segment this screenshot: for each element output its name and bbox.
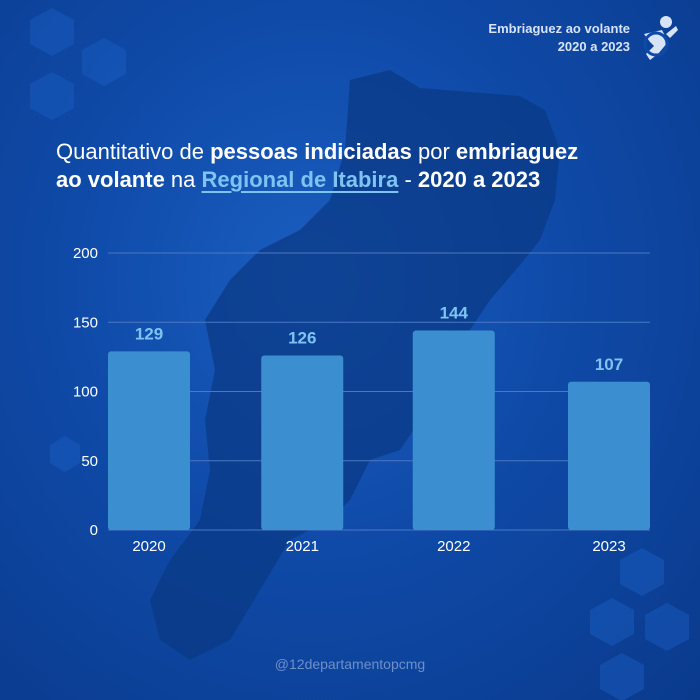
title-part: Quantitativo de (56, 139, 211, 164)
data-label: 126 (288, 328, 316, 347)
chart-title: Quantitativo de pessoas indiciadas por e… (56, 138, 676, 194)
title-part-bold: pessoas indiciadas (210, 139, 412, 164)
topic-badge: Embriaguez ao volante 2020 a 2023 (488, 20, 630, 56)
y-tick-label: 50 (81, 453, 98, 470)
data-label: 129 (135, 324, 163, 343)
badge-line-2: 2020 a 2023 (557, 39, 630, 54)
bar (412, 330, 495, 530)
hexagon-pattern-icon (30, 8, 689, 700)
title-part: na (164, 167, 202, 192)
title-part-bold: ao volante (56, 167, 165, 192)
y-tick-label: 0 (90, 522, 98, 539)
bar (568, 381, 650, 530)
y-tick-label: 200 (73, 245, 98, 262)
y-tick-label: 150 (73, 314, 98, 331)
title-part-bold: embriaguez (455, 139, 579, 164)
state-map-silhouette-icon (150, 70, 560, 660)
bar (108, 351, 190, 530)
badge-line-1: Embriaguez ao volante (488, 21, 630, 36)
x-tick-label: 2023 (592, 538, 625, 555)
title-part: - (398, 167, 418, 192)
bar (261, 355, 344, 530)
data-label: 144 (440, 304, 469, 323)
drunk-driver-icon (643, 16, 678, 60)
title-part: por (411, 139, 456, 164)
title-region-highlight: Regional de Itabira (201, 167, 399, 192)
instagram-handle: @12departamentopcmg (274, 656, 426, 672)
title-part-bold: 2020 a 2023 (417, 167, 541, 192)
x-tick-label: 2022 (437, 538, 470, 555)
x-tick-label: 2021 (286, 538, 319, 555)
x-tick-label: 2020 (132, 538, 165, 555)
y-tick-label: 100 (73, 384, 98, 401)
data-label: 107 (595, 355, 623, 374)
